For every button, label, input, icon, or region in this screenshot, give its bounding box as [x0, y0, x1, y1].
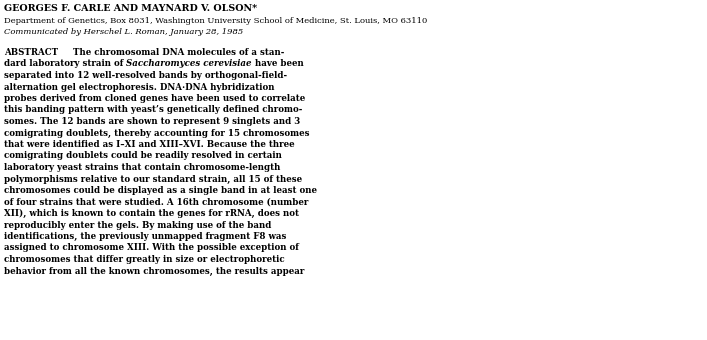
Text: that were identified as I–XI and XIII–XVI. Because the three: that were identified as I–XI and XIII–XV…: [4, 140, 295, 149]
Text: reproducibly enter the gels. By making use of the band: reproducibly enter the gels. By making u…: [4, 221, 271, 230]
Text: comigrating doublets could be readily resolved in certain: comigrating doublets could be readily re…: [4, 152, 282, 160]
Text: polymorphisms relative to our standard strain, all 15 of these: polymorphisms relative to our standard s…: [4, 174, 302, 184]
Text: Communicated by Herschel L. Roman, January 28, 1985: Communicated by Herschel L. Roman, Janua…: [4, 28, 243, 36]
Text: alternation gel electrophoresis. DNA·DNA hybridization: alternation gel electrophoresis. DNA·DNA…: [4, 83, 274, 91]
Text: comigrating doublets, thereby accounting for 15 chromosomes: comigrating doublets, thereby accounting…: [4, 129, 310, 137]
Text: Department of Genetics, Box 8031, Washington University School of Medicine, St. : Department of Genetics, Box 8031, Washin…: [4, 17, 427, 25]
Text: identifications, the previously unmapped fragment F8 was: identifications, the previously unmapped…: [4, 232, 286, 241]
Text: chromosomes could be displayed as a single band in at least one: chromosomes could be displayed as a sing…: [4, 186, 317, 195]
Text: Saccharomyces cerevisiae: Saccharomyces cerevisiae: [127, 59, 252, 68]
Text: The chromosomal DNA molecules of a stan-: The chromosomal DNA molecules of a stan-: [55, 48, 284, 57]
Text: somes. The 12 bands are shown to represent 9 singlets and 3: somes. The 12 bands are shown to represe…: [4, 117, 300, 126]
Text: GEORGES F. CARLE AND MAYNARD V. OLSON*: GEORGES F. CARLE AND MAYNARD V. OLSON*: [4, 4, 257, 13]
Text: have been: have been: [252, 59, 303, 68]
Text: chromosomes that differ greatly in size or electrophoretic: chromosomes that differ greatly in size …: [4, 255, 285, 264]
Text: XII), which is known to contain the genes for rRNA, does not: XII), which is known to contain the gene…: [4, 209, 299, 218]
Text: dard laboratory strain of: dard laboratory strain of: [4, 59, 127, 68]
Text: ABSTRACT: ABSTRACT: [4, 48, 58, 57]
Text: assigned to chromosome XIII. With the possible exception of: assigned to chromosome XIII. With the po…: [4, 243, 299, 253]
Text: laboratory yeast strains that contain chromosome-length: laboratory yeast strains that contain ch…: [4, 163, 281, 172]
Text: of four strains that were studied. A 16th chromosome (number: of four strains that were studied. A 16t…: [4, 198, 308, 206]
Text: separated into 12 well-resolved bands by orthogonal-field-: separated into 12 well-resolved bands by…: [4, 71, 287, 80]
Text: behavior from all the known chromosomes, the results appear: behavior from all the known chromosomes,…: [4, 267, 305, 275]
Text: probes derived from cloned genes have been used to correlate: probes derived from cloned genes have be…: [4, 94, 305, 103]
Text: this banding pattern with yeast’s genetically defined chromo-: this banding pattern with yeast’s geneti…: [4, 105, 303, 115]
